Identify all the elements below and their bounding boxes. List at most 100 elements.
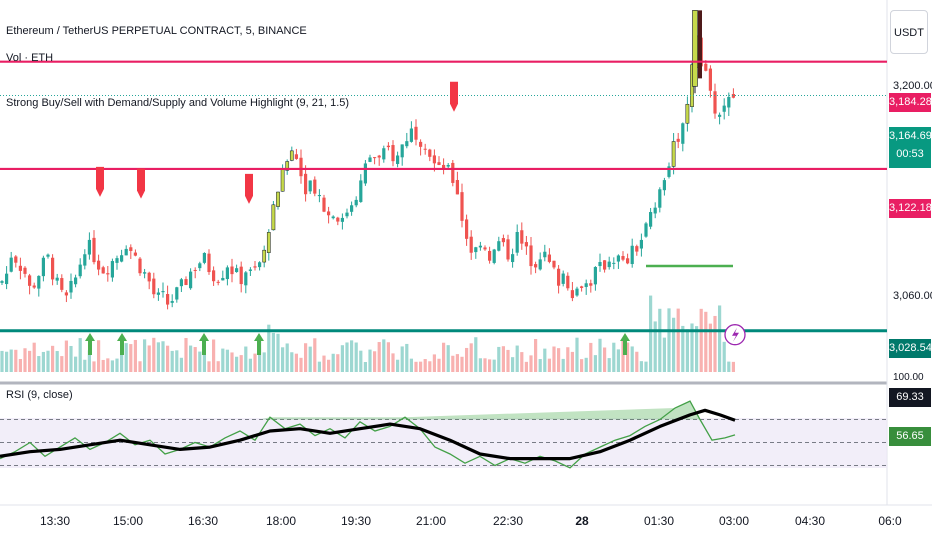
volume-bar (363, 361, 367, 372)
candle (46, 254, 50, 257)
volume-bar (304, 343, 308, 372)
volume-bar (152, 337, 156, 372)
volume-bar (354, 342, 358, 372)
candle (189, 271, 193, 289)
candle (423, 148, 427, 150)
volume-bar (639, 361, 643, 372)
candle (262, 249, 267, 263)
candle (575, 288, 579, 296)
candle (152, 278, 156, 295)
candle (271, 204, 276, 231)
candle (350, 205, 354, 212)
price-axis-label: 3,060.00 (893, 290, 932, 302)
candle (212, 270, 216, 282)
volume-bar (713, 315, 717, 372)
candle (524, 242, 528, 247)
volume-bar (133, 339, 137, 372)
volume-bar (455, 354, 459, 372)
rsi-ma-tag: 69.33 (889, 388, 931, 407)
volume-bar (561, 358, 565, 372)
candle (161, 291, 165, 293)
buy-signal-marker (117, 333, 127, 355)
buy-signal-marker (620, 333, 630, 355)
volume-bar (543, 348, 547, 372)
volume-bar (529, 355, 533, 372)
volume-bar (437, 358, 441, 372)
volume-bar (207, 361, 211, 372)
volume-bar (202, 349, 206, 372)
volume-bar (313, 338, 317, 372)
candle (294, 154, 298, 159)
candle (396, 155, 400, 164)
candle (552, 260, 556, 268)
volume-bar (14, 349, 18, 372)
candle (442, 164, 446, 170)
volume-bar (60, 356, 64, 372)
volume-bar (179, 357, 183, 372)
candle (289, 150, 294, 161)
volume-bar (653, 321, 657, 372)
volume-bar (566, 347, 570, 372)
candle (248, 269, 252, 271)
candle (299, 157, 303, 177)
candle (18, 265, 22, 271)
indicator-legend[interactable]: Strong Buy/Sell with Demand/Supply and V… (6, 97, 350, 109)
time-tick-label: 03:00 (718, 514, 750, 528)
volume-bar (662, 337, 666, 372)
candle (676, 138, 680, 142)
volume-bar (327, 359, 331, 372)
candle (133, 252, 137, 256)
candle (359, 180, 363, 202)
volume-bar (138, 361, 142, 372)
candle (92, 237, 96, 263)
time-tick-label: 18:00 (265, 514, 297, 528)
volume-legend[interactable]: Vol · ETH (6, 52, 54, 64)
volume-bar (396, 359, 400, 372)
volume-bar (175, 350, 179, 372)
volume-bar (18, 358, 22, 372)
volume-bar (5, 351, 9, 372)
candle (607, 261, 611, 268)
last-price-tag: 3,164.69 (889, 127, 932, 146)
candle (465, 219, 469, 239)
volume-bar (317, 361, 321, 372)
time-tick-label: 13:30 (39, 514, 71, 528)
candle (662, 180, 666, 191)
volume-bar (409, 358, 413, 372)
candle (460, 192, 464, 221)
candle (23, 267, 27, 274)
currency-button[interactable]: USDT (890, 10, 928, 54)
volume-bar (400, 346, 404, 372)
candle (561, 273, 565, 284)
volume-bar (465, 347, 469, 372)
volume-bar (667, 308, 671, 372)
candle (166, 294, 170, 305)
rsi-legend[interactable]: RSI (9, close) (6, 389, 73, 401)
volume-bar (221, 348, 225, 372)
candle (60, 278, 64, 290)
candle (345, 212, 349, 217)
volume-bar (156, 342, 160, 372)
volume-bar (405, 343, 409, 372)
volume-bar (92, 361, 96, 372)
volume-bar (115, 358, 119, 372)
candle (511, 254, 515, 263)
volume-bar (281, 347, 285, 372)
candle (340, 217, 344, 222)
candle (368, 157, 372, 162)
volume-bar (731, 361, 735, 372)
volume-bar (589, 342, 593, 372)
volume-bar (386, 342, 390, 372)
symbol-title[interactable]: Ethereum / TetherUS PERPETUAL CONTRACT, … (6, 25, 307, 37)
candle (202, 252, 206, 263)
volume-bar (97, 340, 101, 372)
volume-bar (258, 341, 262, 372)
candle (391, 145, 395, 162)
volume-bar (340, 345, 344, 372)
candle (630, 245, 634, 265)
volume-bar (267, 324, 271, 372)
volume-bar (69, 345, 73, 372)
signal-markers (85, 81, 630, 355)
volume-bar (428, 361, 432, 372)
